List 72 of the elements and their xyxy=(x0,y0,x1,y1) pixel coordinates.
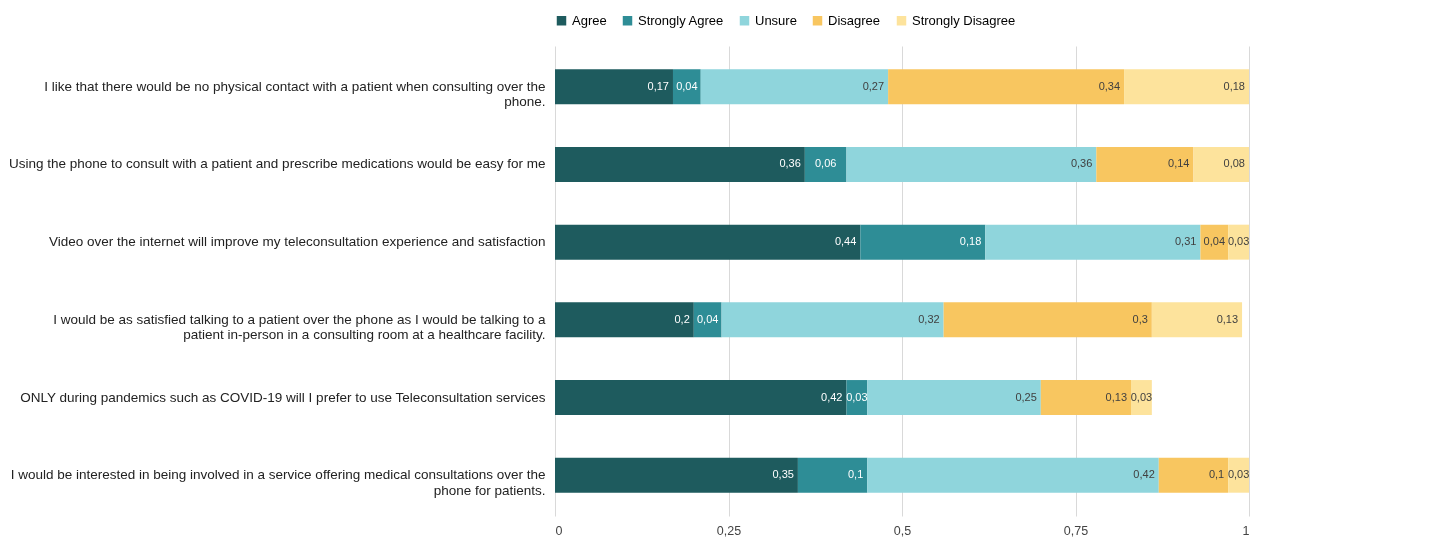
data-label: 0,44 xyxy=(834,235,857,248)
x-tick-label: 1 xyxy=(1242,523,1250,538)
y-tick-label: Video over the internet will improve my teleconsultation experience and satisfaction xyxy=(48,234,546,250)
bar xyxy=(1158,457,1229,493)
bar xyxy=(846,146,1097,182)
bar xyxy=(985,224,1201,260)
data-label: 0,18 xyxy=(1223,79,1245,92)
data-label: 0,25 xyxy=(1015,390,1037,403)
bar xyxy=(555,146,805,182)
y-tick-label: I like that there would be no physical contact with a patient when consulting over the phone. xyxy=(44,78,546,110)
data-label: 0,04 xyxy=(1203,235,1226,248)
data-label: 0,36 xyxy=(779,157,801,170)
data-label: 0,31 xyxy=(1175,235,1197,248)
data-label: 0,04 xyxy=(676,79,698,92)
data-label: 0,1 xyxy=(1208,468,1225,481)
bar xyxy=(672,69,701,105)
data-label: 0,18 xyxy=(959,235,982,248)
data-label: 0,1 xyxy=(848,468,864,481)
data-label: 0,04 xyxy=(696,312,719,325)
data-label: 0,32 xyxy=(918,312,940,325)
bar xyxy=(1096,146,1194,182)
data-label: 0,27 xyxy=(862,79,885,92)
bar xyxy=(1193,146,1249,182)
legend-label: Strongly Disagree xyxy=(912,12,1016,28)
legend-label: Unsure xyxy=(755,12,797,28)
data-label: 0,36 xyxy=(1070,157,1093,170)
data-label: 0,13 xyxy=(1105,390,1128,403)
data-label: 0,35 xyxy=(772,468,794,481)
bar xyxy=(943,302,1152,338)
data-label: 0,03 xyxy=(1130,390,1153,403)
bar xyxy=(1200,224,1229,260)
bar xyxy=(555,224,861,260)
legend-label: Disagree xyxy=(828,12,881,28)
bar xyxy=(700,69,889,105)
data-label: 0,42 xyxy=(821,390,843,403)
data-label: 0,17 xyxy=(647,79,669,92)
x-tick-label: 0,25 xyxy=(716,523,742,538)
data-label: 0,03 xyxy=(1227,235,1250,248)
y-tick-label: ONLY during pandemics such as COVID-19 will I prefer to use Teleconsultation services xyxy=(20,389,546,405)
data-label: 0,14 xyxy=(1168,157,1190,170)
y-tick-label: I would be as satisfied talking to a patient over the phone as I would be talking to a patient in-person in a consulting room at a healthcare facility. xyxy=(53,311,546,343)
bar xyxy=(804,146,847,182)
data-label: 0,34 xyxy=(1098,79,1121,92)
bar xyxy=(555,69,673,105)
x-tick-label: 0,5 xyxy=(893,523,912,538)
bar xyxy=(693,302,722,338)
bar xyxy=(797,457,868,493)
bar xyxy=(721,302,944,338)
data-label: 0,08 xyxy=(1223,157,1245,170)
x-tick-label: 0,75 xyxy=(1063,523,1089,538)
data-label: 0,3 xyxy=(1132,312,1148,325)
bar xyxy=(860,224,986,260)
data-label: 0,03 xyxy=(1227,468,1250,481)
legend-label: Agree xyxy=(572,12,607,28)
data-label: 0,03 xyxy=(846,390,868,403)
legend-label: Strongly Agree xyxy=(638,12,724,28)
bar xyxy=(555,302,694,338)
y-tick-label: I would be interested in being involved in a service offering medical consultations over the phone for patients. xyxy=(10,467,546,498)
data-label: 0,2 xyxy=(674,312,690,325)
data-label: 0,06 xyxy=(814,157,837,170)
bar xyxy=(888,69,1125,105)
bar xyxy=(1124,69,1249,105)
bar xyxy=(867,457,1159,493)
y-tick-label: Using the phone to consult with a patient and prescribe medications would be easy for me xyxy=(8,156,546,172)
data-label: 0,13 xyxy=(1216,312,1239,325)
bar xyxy=(1040,380,1132,416)
bar xyxy=(1151,302,1243,338)
x-tick-label: 0 xyxy=(555,523,563,538)
data-label: 0,42 xyxy=(1133,468,1155,481)
bar xyxy=(555,380,847,416)
bar xyxy=(867,380,1041,416)
bar xyxy=(555,457,798,493)
